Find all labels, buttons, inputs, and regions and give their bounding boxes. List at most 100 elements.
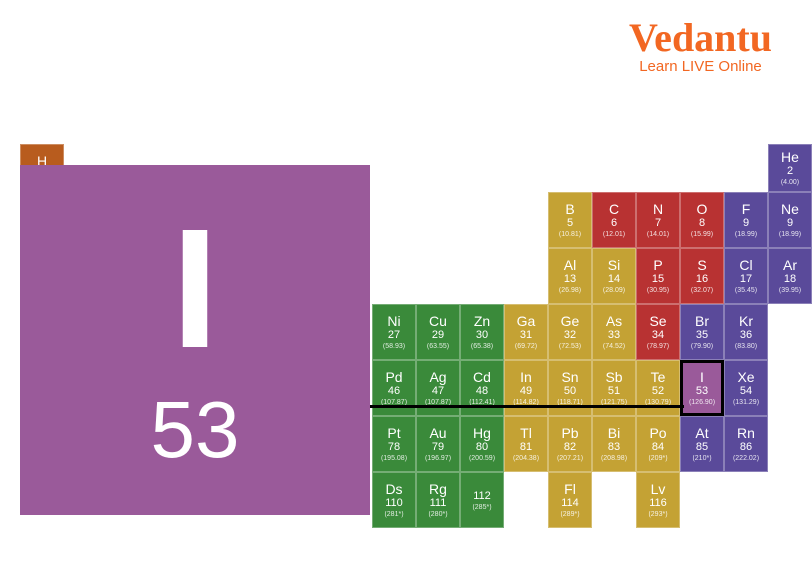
atomic-mass: (18.99): [735, 231, 757, 238]
atomic-mass: (208.98): [601, 455, 627, 462]
atomic-number: 86: [740, 441, 752, 454]
atomic-mass: (30.95): [647, 287, 669, 294]
atomic-number: 2: [787, 165, 793, 178]
symbol: As: [606, 314, 622, 328]
atomic-mass: (28.09): [603, 287, 625, 294]
element-ge: Ge32(72.53): [548, 304, 592, 360]
symbol: Se: [649, 314, 666, 328]
atomic-number: 81: [520, 441, 532, 454]
element-i: I53(126.90): [680, 360, 724, 416]
element-ne: Ne9(18.99): [768, 192, 812, 248]
callout-symbol: I: [171, 204, 218, 374]
element-b: B5(10.81): [548, 192, 592, 248]
element-hg: Hg80(200.59): [460, 416, 504, 472]
atomic-number: 34: [652, 329, 664, 342]
symbol: S: [697, 258, 706, 272]
symbol: B: [565, 202, 574, 216]
callout-connector: [370, 405, 684, 408]
atomic-number: 48: [476, 385, 488, 398]
element-ga: Ga31(69.72): [504, 304, 548, 360]
element-ds: Ds110(281*): [372, 472, 416, 528]
symbol: Pb: [561, 426, 578, 440]
atomic-mass: (26.98): [559, 287, 581, 294]
atomic-mass: (58.93): [383, 343, 405, 350]
atomic-number: 7: [655, 217, 661, 230]
atomic-number: 14: [608, 273, 620, 286]
empty-cell: [680, 144, 724, 192]
atomic-number: 18: [784, 273, 796, 286]
element-rn: Rn86(222.02): [724, 416, 768, 472]
symbol: Tl: [520, 426, 532, 440]
atomic-number: 116: [649, 497, 667, 510]
symbol: Cl: [739, 258, 752, 272]
symbol: Ga: [517, 314, 536, 328]
atomic-number: 47: [432, 385, 444, 398]
atomic-mass: (204.38): [513, 455, 539, 462]
symbol: Ag: [429, 370, 446, 384]
atomic-number: 51: [608, 385, 620, 398]
atomic-mass: (195.08): [381, 455, 407, 462]
empty-cell: [372, 248, 416, 304]
atomic-mass: (126.90): [689, 399, 715, 406]
symbol: Ge: [561, 314, 580, 328]
empty-cell: [592, 472, 636, 528]
atomic-number: 27: [388, 329, 400, 342]
element-f: F9(18.99): [724, 192, 768, 248]
atomic-mass: (74.52): [603, 343, 625, 350]
atomic-number: 79: [432, 441, 444, 454]
atomic-number: 52: [652, 385, 664, 398]
empty-cell: [460, 144, 504, 192]
atomic-number: 33: [608, 329, 620, 342]
element-ar: Ar18(39.95): [768, 248, 812, 304]
symbol: Br: [695, 314, 709, 328]
empty-cell: [504, 248, 548, 304]
atomic-number: 16: [696, 273, 708, 286]
atomic-number: 35: [696, 329, 708, 342]
element-bi: Bi83(208.98): [592, 416, 636, 472]
atomic-number: 17: [740, 273, 752, 286]
atomic-number: 53: [696, 385, 708, 398]
atomic-mass: (14.01): [647, 231, 669, 238]
atomic-mass: (281*): [384, 511, 403, 518]
empty-cell: [768, 472, 812, 528]
atomic-mass: (293*): [648, 511, 667, 518]
empty-cell: [372, 192, 416, 248]
element-po: Po84(209*): [636, 416, 680, 472]
atomic-number: 49: [520, 385, 532, 398]
element-pb: Pb82(207.21): [548, 416, 592, 472]
element-au: Au79(196.97): [416, 416, 460, 472]
atomic-number: 15: [652, 273, 664, 286]
symbol: Po: [649, 426, 666, 440]
empty-cell: [504, 144, 548, 192]
atomic-mass: (18.99): [779, 231, 801, 238]
atomic-mass: (200.59): [469, 455, 495, 462]
empty-cell: [768, 304, 812, 360]
element-callout: I 53: [20, 165, 370, 515]
atomic-number: 80: [476, 441, 488, 454]
atomic-mass: (39.95): [779, 287, 801, 294]
symbol: Al: [564, 258, 576, 272]
symbol: Si: [608, 258, 620, 272]
symbol: He: [781, 150, 799, 164]
atomic-number: 82: [564, 441, 576, 454]
symbol: In: [520, 370, 532, 384]
element-rg: Rg111(280*): [416, 472, 460, 528]
atomic-mass: (289*): [560, 511, 579, 518]
element-kr: Kr36(83.80): [724, 304, 768, 360]
element-at: At85(210*): [680, 416, 724, 472]
atomic-mass: (12.01): [603, 231, 625, 238]
atomic-mass: (222.02): [733, 455, 759, 462]
empty-cell: [548, 144, 592, 192]
atomic-number: 6: [611, 217, 617, 230]
element-s: S16(32.07): [680, 248, 724, 304]
empty-cell: [680, 472, 724, 528]
symbol: C: [609, 202, 619, 216]
brand-tagline: Learn LIVE Online: [629, 58, 772, 75]
atomic-mass: (65.38): [471, 343, 493, 350]
atomic-number: 8: [699, 217, 705, 230]
atomic-mass: (69.72): [515, 343, 537, 350]
symbol: Sn: [561, 370, 578, 384]
symbol: Pd: [385, 370, 402, 384]
atomic-mass: (285*): [472, 504, 491, 511]
element-cu: Cu29(63.55): [416, 304, 460, 360]
